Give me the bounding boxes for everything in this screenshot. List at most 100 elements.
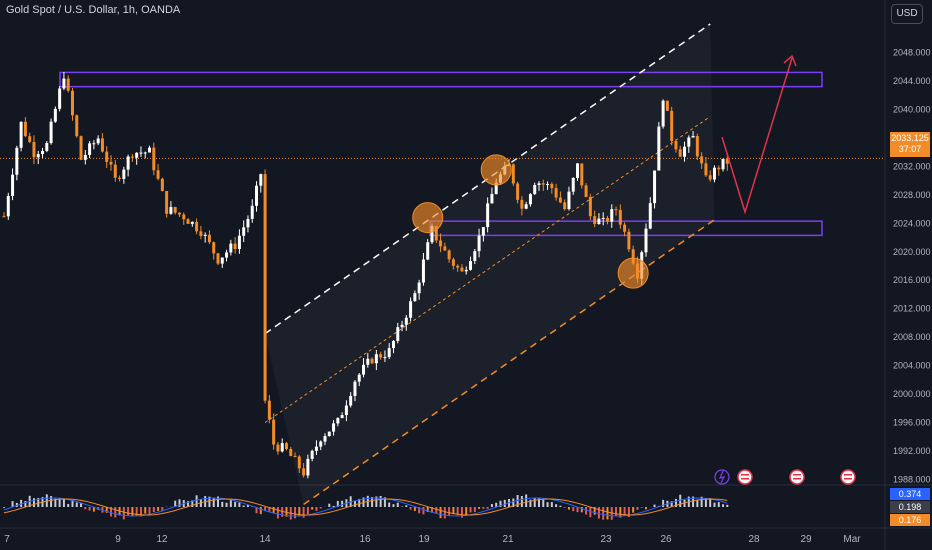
candle-body <box>409 301 413 318</box>
oscillator-bar <box>525 494 528 507</box>
candle-body <box>195 221 199 232</box>
symbol-title: Gold Spot / U.S. Dollar, 1h, OANDA <box>6 4 181 16</box>
oscillator-bar <box>563 507 566 508</box>
oscillator-bar <box>602 507 605 520</box>
oscillator-bar <box>392 504 395 507</box>
candle-body <box>391 340 395 349</box>
oscillator-bar <box>645 507 647 510</box>
y-tick-label: 2032.000 <box>893 161 931 171</box>
candle-body <box>383 357 387 359</box>
candle-body <box>41 150 45 155</box>
oscillator-bar <box>709 498 712 507</box>
oscillator-bar <box>585 507 588 515</box>
candle-body <box>233 243 237 249</box>
x-tick-label: 14 <box>259 534 271 545</box>
candle-body <box>49 121 53 144</box>
candle-body <box>96 138 100 144</box>
candle-body <box>644 228 648 253</box>
candle-body <box>105 151 109 162</box>
oscillator-bar <box>379 495 382 507</box>
x-tick-label: 19 <box>418 534 430 545</box>
candle-body <box>674 140 678 150</box>
candle-body <box>567 191 571 210</box>
oscillator-bar <box>589 507 592 518</box>
candle-body <box>263 174 267 401</box>
oscillator-bar <box>550 502 553 507</box>
candle-body <box>289 449 293 457</box>
candle-body <box>207 234 211 243</box>
candle-body <box>653 170 657 204</box>
oscillator-bar <box>383 497 386 507</box>
oscillator-bar <box>50 496 53 507</box>
y-tick-label: 2044.000 <box>893 76 931 86</box>
candle-body <box>336 418 340 424</box>
oscillator-bar <box>62 498 65 507</box>
candle-body <box>516 183 520 200</box>
candle-body <box>618 210 622 225</box>
oscillator-bar <box>692 496 695 507</box>
oscillator-bar <box>268 507 271 513</box>
candle-body <box>156 170 160 179</box>
candle-body <box>229 243 233 253</box>
candle-body <box>486 203 490 228</box>
candle-body <box>550 183 554 189</box>
oscillator-histogram-tag: 0.198 <box>890 501 930 513</box>
x-tick-label: 16 <box>359 534 371 545</box>
oscillator-bar <box>627 507 630 518</box>
oscillator-bar <box>157 507 160 511</box>
oscillator-bar <box>328 503 331 507</box>
oscillator-bar <box>358 498 361 507</box>
oscillator-bar <box>717 502 720 507</box>
candle-body <box>15 147 19 175</box>
oscillator-bar <box>670 501 673 507</box>
oscillator-bar <box>615 507 618 517</box>
oscillator-bar <box>264 507 267 512</box>
oscillator-bar <box>388 502 391 507</box>
candle-body <box>340 415 344 419</box>
candle-body <box>695 135 699 157</box>
candle-body <box>199 231 203 237</box>
oscillator-bar <box>486 507 489 509</box>
oscillator-bar <box>542 499 545 507</box>
currency-button[interactable]: USD <box>891 4 923 24</box>
oscillator-bar <box>452 507 455 515</box>
oscillator-bar <box>490 504 493 507</box>
x-tick-label: 29 <box>800 534 812 545</box>
candle-body <box>511 164 515 184</box>
oscillator-bar <box>353 500 356 507</box>
x-tick-label: 9 <box>115 534 121 545</box>
candle-body <box>524 204 528 209</box>
candle-body <box>404 317 408 325</box>
last-price-tag: 2033.125 37:07 <box>890 132 930 157</box>
candle-body <box>139 152 143 154</box>
oscillator-bar <box>285 507 288 517</box>
oscillator-bar <box>217 496 219 507</box>
oscillator-bar <box>122 507 125 520</box>
candle-body <box>242 227 246 236</box>
oscillator-bar <box>148 507 151 516</box>
oscillator-bar <box>418 507 421 514</box>
candle-body <box>704 163 708 176</box>
y-tick-label: 2028.000 <box>893 190 931 200</box>
candle-body <box>259 174 263 186</box>
oscillator-bar <box>662 499 665 507</box>
oscillator-bar <box>679 494 682 507</box>
candle-body <box>439 240 443 247</box>
oscillator-bar <box>636 507 639 510</box>
x-tick-label: 26 <box>660 534 672 545</box>
oscillator-bar <box>495 502 498 507</box>
candle-body <box>53 108 57 122</box>
oscillator-bar <box>640 507 643 508</box>
candle-body <box>447 250 451 260</box>
lightning-icon <box>714 469 730 485</box>
oscillator-bar <box>11 501 14 507</box>
candle-body <box>83 154 87 160</box>
candle-body <box>122 169 126 179</box>
candle-body <box>725 158 729 164</box>
oscillator-bar <box>606 507 609 520</box>
candle-body <box>379 354 383 358</box>
flag-stripe <box>741 478 749 480</box>
oscillator-bar <box>259 507 262 515</box>
y-tick-label: 1988.000 <box>893 475 931 485</box>
